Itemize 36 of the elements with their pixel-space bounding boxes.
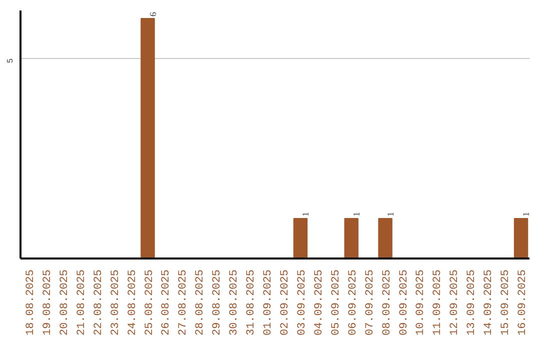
- x-tick-label: 22.08.2025: [92, 269, 105, 336]
- data-label: 1: [521, 212, 532, 216]
- x-tick-label: 12.09.2025: [449, 269, 462, 336]
- x-tick-label: 01.09.2025: [262, 269, 275, 336]
- x-tick-label: 13.09.2025: [466, 269, 478, 336]
- data-label: 1: [300, 212, 310, 216]
- x-tick-label: 23.08.2025: [110, 269, 122, 336]
- x-tick-label: 06.09.2025: [347, 269, 360, 336]
- x-tick-label: 27.08.2025: [178, 269, 190, 336]
- x-tick-label: 20.08.2025: [58, 269, 71, 336]
- x-tick-label: 30.08.2025: [228, 269, 241, 336]
- x-tick-label: 04.09.2025: [313, 269, 326, 336]
- x-tick-label: 18.08.2025: [24, 269, 37, 336]
- x-tick-label: 09.09.2025: [398, 269, 410, 336]
- x-tick-label: 11.09.2025: [432, 269, 444, 336]
- x-tick-label: 16.09.2025: [517, 269, 530, 336]
- x-tick-label: 08.09.2025: [381, 269, 394, 336]
- x-tick-label: 02.09.2025: [279, 269, 292, 336]
- x-tick-label: 26.08.2025: [160, 269, 173, 336]
- x-tick-label: 14.09.2025: [483, 269, 496, 336]
- x-tick-label: 21.08.2025: [76, 269, 88, 336]
- x-tick-label: 29.08.2025: [212, 269, 224, 336]
- x-tick-label: 28.08.2025: [194, 269, 207, 336]
- x-tick-label: 24.08.2025: [126, 269, 139, 336]
- x-tick-label: 03.09.2025: [296, 269, 308, 336]
- x-tick-label: 15.09.2025: [500, 269, 512, 336]
- data-label: 1: [351, 212, 362, 216]
- y-tick-label: 5: [6, 58, 14, 63]
- x-tick-label: 19.08.2025: [42, 269, 54, 336]
- data-label: 1: [385, 212, 396, 216]
- x-tick-label: 07.09.2025: [364, 269, 376, 336]
- x-tick-label: 25.08.2025: [144, 269, 156, 336]
- x-tick-label: 05.09.2025: [330, 269, 342, 336]
- x-tick-label: 10.09.2025: [415, 269, 428, 336]
- data-label: 6: [148, 12, 158, 16]
- x-tick-label: 31.08.2025: [246, 269, 258, 336]
